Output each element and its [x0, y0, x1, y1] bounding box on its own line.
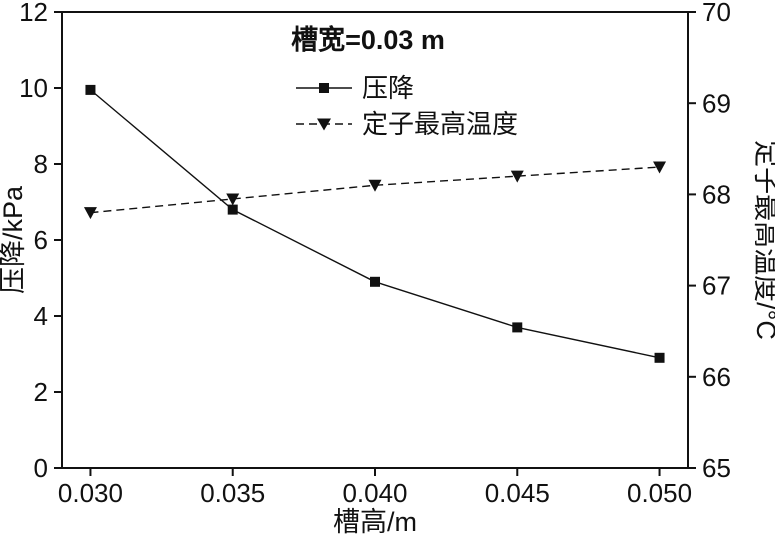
left-tick-label: 12: [19, 0, 48, 27]
legend-label-temperature: 定子最高温度: [362, 109, 518, 139]
right-tick-label: 70: [702, 0, 731, 27]
left-axis-ticks: 0 2 4 6 8 10 12: [19, 0, 62, 483]
x-tick-label: 0.035: [200, 478, 265, 508]
x-tick-label: 0.040: [342, 478, 407, 508]
right-tick-label: 68: [702, 180, 731, 210]
triangle-marker-icon: [83, 207, 97, 220]
right-tick-label: 66: [702, 362, 731, 392]
left-tick-label: 8: [34, 149, 48, 179]
right-tick-label: 69: [702, 88, 731, 118]
x-tick-label: 0.050: [627, 478, 692, 508]
left-tick-label: 4: [34, 301, 48, 331]
x-axis-ticks: 0.030 0.035 0.040 0.045 0.050: [58, 468, 692, 508]
series-temperature: [83, 161, 667, 220]
left-tick-label: 2: [34, 377, 48, 407]
triangle-marker-icon: [653, 161, 667, 174]
left-tick-label: 6: [34, 225, 48, 255]
right-axis-ticks: 65 66 67 68 69 70: [688, 0, 731, 483]
square-marker-icon: [512, 322, 523, 333]
legend-triangle-marker-icon: [317, 118, 331, 131]
right-tick-label: 67: [702, 271, 731, 301]
x-tick-label: 0.045: [485, 478, 550, 508]
y-axis-label-left: 压降/kPa: [0, 185, 28, 294]
right-tick-label: 65: [702, 453, 731, 483]
series-pressure-drop: [85, 84, 665, 363]
chart-annotation: 槽宽=0.03 m: [291, 24, 445, 55]
square-marker-icon: [654, 352, 665, 363]
triangle-marker-icon: [510, 170, 524, 183]
legend-square-marker-icon: [319, 83, 329, 93]
square-marker-icon: [85, 84, 96, 95]
legend: 压降 定子最高温度: [296, 73, 518, 139]
x-tick-label: 0.030: [58, 478, 123, 508]
legend-label-pressure: 压降: [362, 73, 414, 103]
x-axis-label: 槽高/m: [333, 507, 417, 537]
left-tick-label: 10: [19, 73, 48, 103]
y-axis-label-right: 定子最高温度/°C: [751, 140, 775, 340]
left-tick-label: 0: [34, 453, 48, 483]
square-marker-icon: [227, 204, 238, 215]
triangle-marker-icon: [368, 179, 382, 192]
square-marker-icon: [370, 276, 380, 287]
triangle-marker-icon: [226, 193, 240, 206]
